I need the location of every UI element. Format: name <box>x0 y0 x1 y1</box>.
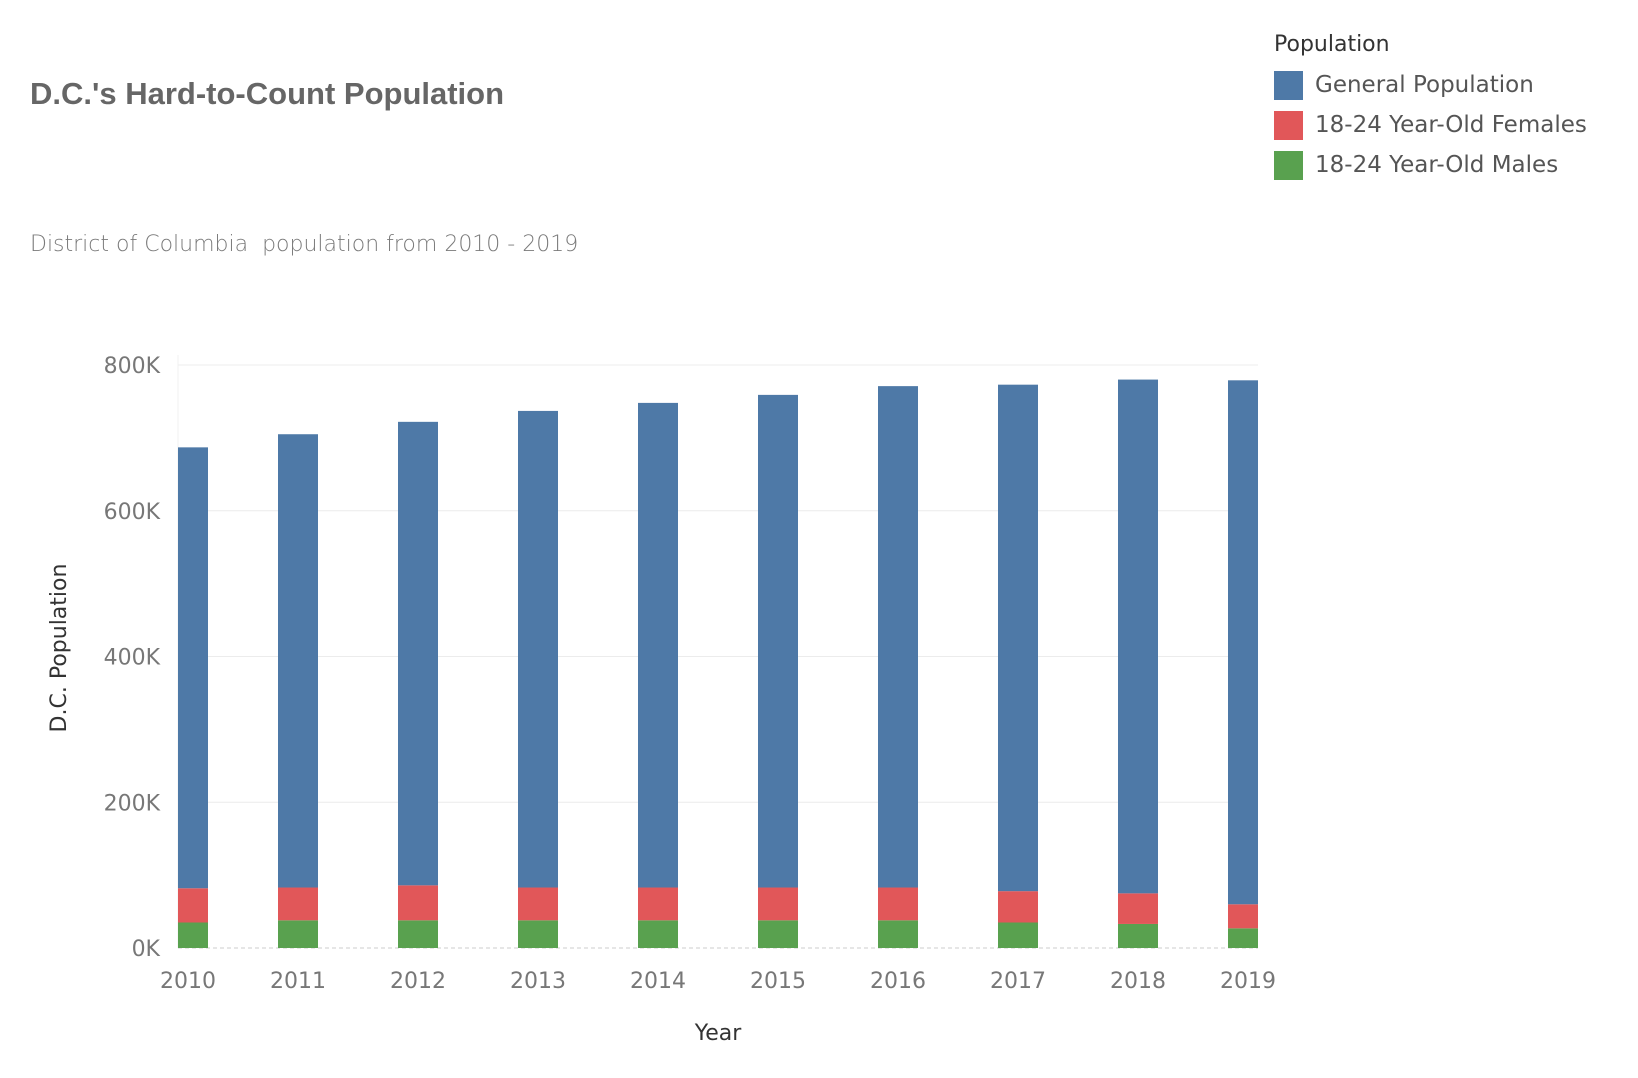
bar-segment[interactable] <box>638 887 678 921</box>
bar-segment[interactable] <box>998 922 1038 948</box>
x-axis-title: Year <box>694 1021 743 1046</box>
legend-title: Population <box>1274 32 1390 57</box>
x-tick-label: 2012 <box>390 969 446 994</box>
y-tick-label: 200K <box>104 791 161 816</box>
legend-label-females: 18-24 Year-Old Females <box>1315 112 1587 138</box>
gridlines <box>177 355 1258 949</box>
x-tick-label: 2017 <box>990 969 1046 994</box>
bar-segment[interactable] <box>638 402 678 888</box>
bar-segment[interactable] <box>1228 928 1258 948</box>
x-tick-label: 2019 <box>1220 969 1276 994</box>
legend-item-general-population[interactable]: General Population <box>1274 65 1587 105</box>
bar-segment[interactable] <box>998 891 1038 923</box>
legend-label-general-population: General Population <box>1315 72 1534 98</box>
y-tick-label: 800K <box>104 354 161 379</box>
bar-segment[interactable] <box>398 920 438 948</box>
bar-segment[interactable] <box>878 920 918 948</box>
legend-item-females[interactable]: 18-24 Year-Old Females <box>1274 105 1587 145</box>
x-tick-label: 2018 <box>1110 969 1166 994</box>
y-tick-label: 0K <box>132 937 161 962</box>
y-tick-labels: 0K 200K 400K 600K 800K <box>104 354 161 962</box>
bar-segment[interactable] <box>998 384 1038 892</box>
bar-segment[interactable] <box>758 920 798 948</box>
y-tick-label: 600K <box>104 500 161 525</box>
legend-swatch-general-population <box>1274 70 1303 100</box>
bar-segment[interactable] <box>1228 904 1258 929</box>
y-axis-title: D.C. Population <box>47 564 72 733</box>
y-tick-label: 400K <box>104 646 161 671</box>
legend-item-males[interactable]: 18-24 Year-Old Males <box>1274 145 1587 185</box>
x-tick-label: 2013 <box>510 969 566 994</box>
x-tick-label: 2016 <box>870 969 926 994</box>
x-tick-label: 2010 <box>160 969 216 994</box>
bar-segment[interactable] <box>758 394 798 888</box>
x-tick-label: 2011 <box>270 969 326 994</box>
bars <box>178 379 1258 948</box>
bar-segment[interactable] <box>518 920 558 948</box>
bar-segment[interactable] <box>1118 893 1158 924</box>
bar-segment[interactable] <box>178 888 208 923</box>
bar-segment[interactable] <box>518 887 558 921</box>
x-tick-label: 2014 <box>630 969 686 994</box>
bar-segment[interactable] <box>878 386 918 888</box>
bar-segment[interactable] <box>398 421 438 886</box>
bar-segment[interactable] <box>178 447 208 889</box>
bar-segment[interactable] <box>638 920 678 948</box>
bar-segment[interactable] <box>178 922 208 948</box>
legend-swatch-females <box>1274 110 1303 140</box>
x-tick-label: 2015 <box>750 969 806 994</box>
bar-segment[interactable] <box>278 920 318 948</box>
bar-segment[interactable] <box>758 887 798 921</box>
legend-label-males: 18-24 Year-Old Males <box>1315 152 1559 178</box>
bar-segment[interactable] <box>278 887 318 921</box>
chart-subtitle: District of Columbia population from 201… <box>30 232 579 257</box>
bar-segment[interactable] <box>1118 923 1158 948</box>
x-tick-labels: 2010 2011 2012 2013 2014 2015 2016 2017 2018 2019 <box>160 969 1276 994</box>
bar-segment[interactable] <box>278 434 318 888</box>
bar-segment[interactable] <box>398 885 438 921</box>
legend: Population General Population 18-24 Year… <box>1274 32 1587 185</box>
bar-segment[interactable] <box>878 887 918 921</box>
bar-segment[interactable] <box>1228 380 1258 905</box>
chart-title: D.C.'s Hard-to-Count Population <box>30 76 505 111</box>
bar-segment[interactable] <box>518 410 558 888</box>
legend-swatch-males <box>1274 150 1303 180</box>
bar-segment[interactable] <box>1118 379 1158 894</box>
